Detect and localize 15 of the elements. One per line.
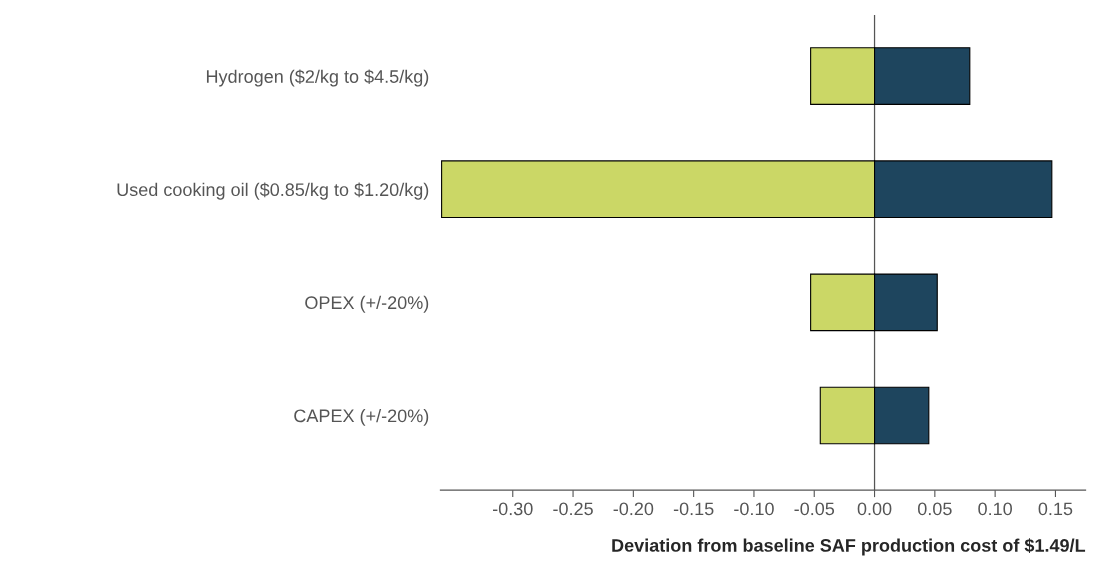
y-tick-label: OPEX (+/-20%) — [305, 295, 429, 313]
x-tick-label: -0.30 — [492, 502, 533, 516]
x-axis-title: Deviation from baseline SAF production cost of $1.49/L — [612, 538, 1086, 556]
y-tick-label: CAPEX (+/-20%) — [294, 408, 429, 426]
y-tick-label: Used cooking oil ($0.85/kg to $1.20/kg) — [117, 182, 429, 200]
y-tick-label: Hydrogen ($2/kg to $4.5/kg) — [206, 69, 429, 87]
x-tick-label: -0.10 — [734, 502, 774, 516]
x-tick-label: 0.00 — [857, 502, 892, 516]
x-tick-label: 0.15 — [1038, 502, 1073, 516]
x-tick-label: 0.10 — [978, 502, 1013, 516]
x-tick-label: -0.05 — [794, 502, 835, 516]
x-tick-label: 0.05 — [917, 502, 952, 516]
x-tick-label: -0.25 — [553, 502, 593, 516]
x-tick-label: -0.20 — [613, 502, 654, 516]
x-tick-label: -0.15 — [673, 502, 714, 516]
